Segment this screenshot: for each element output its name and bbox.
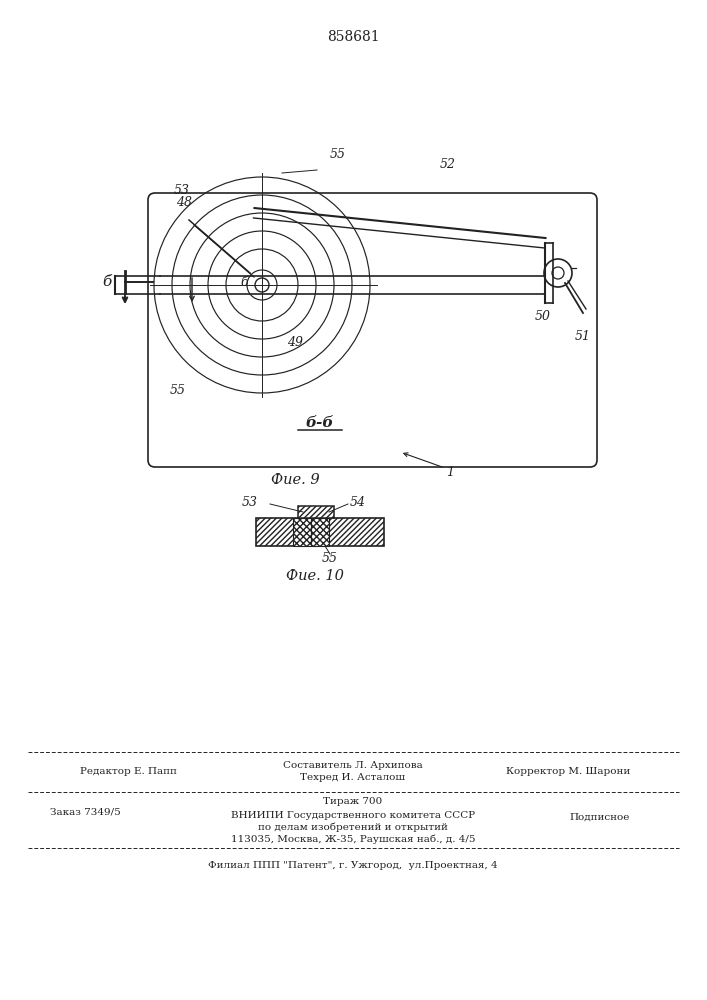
Text: Подписное: Подписное [570, 812, 630, 822]
Text: б-б: б-б [306, 416, 334, 430]
Text: 55: 55 [322, 552, 338, 564]
Text: Техред И. Асталош: Техред И. Асталош [300, 774, 406, 782]
Text: Фие. 10: Фие. 10 [286, 569, 344, 583]
Bar [293, 518, 311, 546]
Text: ВНИИПИ Государственного комитета СССР: ВНИИПИ Государственного комитета СССР [231, 810, 475, 820]
Text: Корректор М. Шарони: Корректор М. Шарони [506, 768, 630, 776]
Text: Фие. 9: Фие. 9 [271, 473, 320, 487]
Text: 858681: 858681 [327, 30, 380, 44]
Text: 53: 53 [174, 184, 190, 196]
Text: б: б [103, 275, 112, 289]
Text: по делам изобретений и открытий: по делам изобретений и открытий [258, 822, 448, 832]
Bar [298, 506, 334, 518]
Text: 1: 1 [446, 466, 454, 479]
Text: 55: 55 [330, 148, 346, 161]
Text: Тираж 700: Тираж 700 [323, 798, 382, 806]
Text: 55: 55 [170, 383, 186, 396]
Bar [256, 518, 384, 546]
Text: Редактор Е. Папп: Редактор Е. Папп [80, 768, 177, 776]
Text: 51: 51 [575, 330, 591, 344]
Text: Филиал ППП "Патент", г. Ужгород,  ул.Проектная, 4: Филиал ППП "Патент", г. Ужгород, ул.Прое… [208, 860, 498, 869]
Text: 53: 53 [242, 495, 258, 508]
Text: 52: 52 [440, 158, 456, 172]
Text: 54: 54 [350, 495, 366, 508]
Text: 49: 49 [287, 336, 303, 350]
Text: Составитель Л. Архипова: Составитель Л. Архипова [283, 760, 423, 770]
Text: б: б [240, 275, 248, 288]
Bar [311, 518, 329, 546]
Text: Заказ 7349/5: Заказ 7349/5 [50, 808, 121, 816]
Text: 50: 50 [535, 310, 551, 324]
Text: 48: 48 [176, 196, 192, 210]
Text: 113035, Москва, Ж-35, Раушская наб., д. 4/5: 113035, Москва, Ж-35, Раушская наб., д. … [230, 834, 475, 844]
